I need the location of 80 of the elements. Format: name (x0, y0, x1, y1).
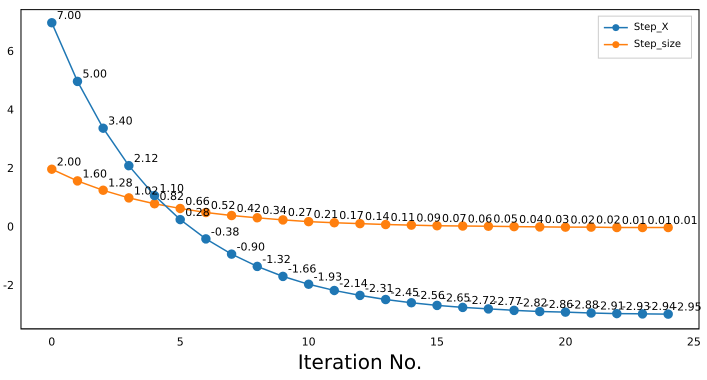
point (150, 199, 160, 209)
data-label: 0.03 (544, 213, 570, 226)
data-label: 0.27 (288, 206, 312, 220)
data-label: -2.45 (390, 286, 420, 299)
data-label: 0.07 (442, 212, 467, 226)
data-label: 3.40 (108, 114, 133, 128)
legend-label: Step_X (634, 22, 669, 34)
data-label: 0.42 (236, 202, 262, 215)
data-label: 0.66 (185, 194, 210, 208)
point (278, 272, 288, 282)
data-label: 0.05 (493, 212, 518, 226)
data-label: 0.14 (364, 210, 390, 224)
data-label: 0.21 (314, 208, 338, 221)
x-tick-label: 20 (558, 335, 572, 348)
data-label: 0.01 (622, 214, 646, 227)
x-tick-label: 5 (176, 335, 184, 348)
point (98, 123, 108, 133)
point (586, 308, 596, 318)
data-label: 1.28 (108, 176, 133, 190)
x-tick-label: 0 (48, 335, 56, 348)
point (355, 218, 365, 228)
y-tick-label: 0 (6, 220, 14, 234)
data-label: 2.12 (134, 152, 158, 166)
point (98, 186, 108, 196)
data-label: 1.60 (82, 167, 107, 180)
point (330, 218, 340, 228)
legend-label: Step_size (634, 39, 682, 50)
data-label: 2.00 (56, 156, 82, 169)
x-tick-label: 15 (430, 335, 444, 348)
point (252, 262, 262, 272)
point (304, 280, 314, 290)
point (380, 220, 390, 230)
data-label: 0.04 (519, 212, 544, 226)
data-label: 0.17 (339, 209, 364, 222)
data-label: 0.11 (390, 210, 416, 224)
point (278, 215, 288, 225)
data-label: -1.93 (314, 270, 342, 284)
data-label: -2.31 (364, 282, 394, 295)
x-axis-title: Iteration No. (298, 350, 422, 374)
point (252, 213, 262, 223)
data-label: 7.00 (56, 9, 82, 22)
point (484, 304, 494, 314)
data-label: -0.90 (236, 240, 266, 254)
point (47, 164, 57, 174)
data-label: 0.34 (262, 204, 287, 218)
data-label: -2.86 (544, 298, 574, 311)
point (124, 193, 134, 203)
point (535, 306, 545, 316)
point (124, 160, 134, 170)
data-label: 0.02 (570, 214, 595, 227)
point (175, 214, 185, 224)
y-tick-label: -2 (3, 279, 14, 292)
x-tick-label: 10 (302, 335, 316, 348)
data-label: 0.01 (673, 214, 698, 227)
point (355, 290, 365, 300)
point (304, 216, 314, 226)
point (330, 286, 340, 296)
data-label: 0.52 (210, 198, 236, 212)
point (509, 306, 519, 316)
point (406, 298, 416, 308)
point (432, 300, 442, 310)
y-tick-label: 4 (6, 103, 14, 116)
x-tick-label: 25 (686, 335, 701, 348)
y-tick-label: 2 (6, 162, 14, 176)
point (72, 76, 82, 86)
data-label: 0.09 (416, 211, 441, 224)
data-label: -0.38 (210, 225, 240, 238)
data-label: 0.02 (596, 214, 621, 227)
point (226, 210, 236, 220)
point (201, 234, 211, 244)
point (47, 18, 57, 28)
point (458, 302, 468, 312)
point (226, 249, 236, 259)
y-tick-label: 6 (6, 44, 14, 58)
point (175, 204, 185, 214)
point (72, 176, 82, 186)
point (380, 294, 390, 304)
data-label: 5.00 (82, 68, 107, 81)
data-label: 0.06 (468, 212, 492, 226)
data-label: 0.01 (647, 214, 672, 227)
